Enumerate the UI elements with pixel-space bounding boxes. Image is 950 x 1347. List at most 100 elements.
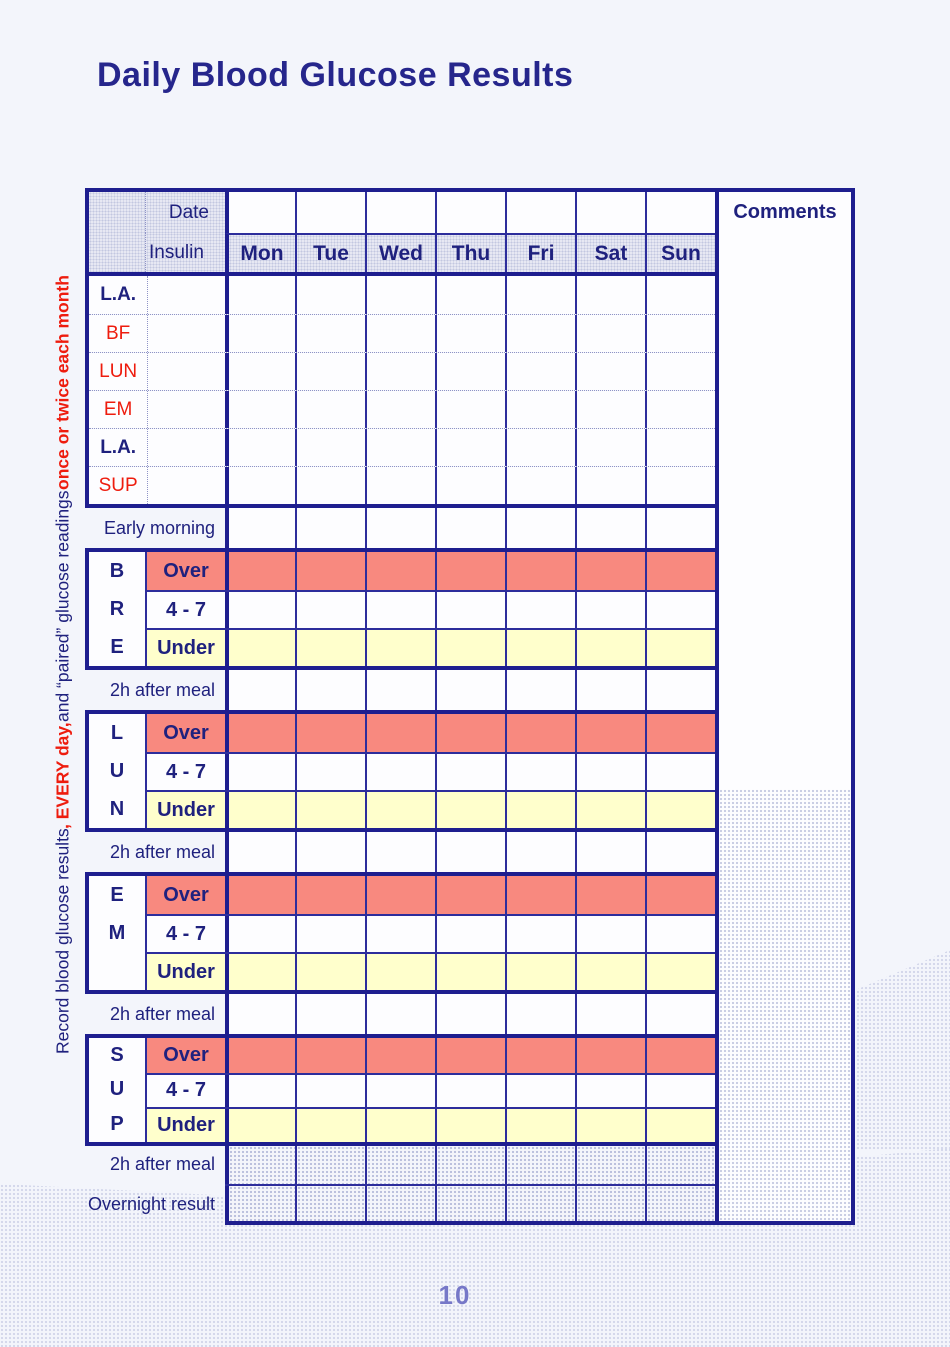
reading-cell xyxy=(435,1145,505,1184)
under-row: Under xyxy=(145,628,715,666)
reading-cell xyxy=(295,714,365,752)
section-letters-bre: B R E xyxy=(89,552,145,666)
header-corner-cell xyxy=(89,192,145,272)
range-label-target: 4 - 7 xyxy=(145,592,225,628)
reading-cell xyxy=(505,1185,575,1221)
day-header-tue: Tue xyxy=(295,233,365,272)
after-meal-row: 2h after meal xyxy=(85,832,715,872)
reading-cell xyxy=(435,1185,505,1221)
reading-cell xyxy=(225,954,295,990)
target-row: 4 - 7 xyxy=(145,590,715,628)
reading-cell xyxy=(435,592,505,628)
reading-cell xyxy=(645,994,715,1034)
table-header-block: Date Insulin Mon Tue Wed Thu Fri Sat Sun xyxy=(85,188,715,276)
reading-cell xyxy=(575,1074,645,1108)
reading-cell xyxy=(645,792,715,828)
comments-column: Comments xyxy=(715,188,855,1225)
date-cell xyxy=(645,192,715,233)
reading-cell xyxy=(575,592,645,628)
reading-cell xyxy=(295,792,365,828)
insulin-dose-cell xyxy=(147,467,225,504)
reading-cell xyxy=(645,1074,715,1108)
reading-cell xyxy=(365,994,435,1034)
insulin-row-label: L.A. xyxy=(89,429,148,466)
after-meal-row: 2h after meal xyxy=(85,670,715,710)
insulin-row: L.A. xyxy=(89,428,715,466)
reading-cell xyxy=(505,792,575,828)
insulin-day-cell xyxy=(295,391,365,428)
reading-cell xyxy=(435,754,505,790)
page-title: Daily Blood Glucose Results xyxy=(97,56,574,94)
reading-cell xyxy=(295,552,365,590)
reading-cell xyxy=(225,592,295,628)
reading-cell xyxy=(645,754,715,790)
reading-cell xyxy=(435,714,505,752)
insulin-day-cell xyxy=(505,276,575,314)
insulin-label: Insulin xyxy=(145,233,225,272)
insulin-day-cell xyxy=(505,429,575,466)
table-grid: Date Insulin Mon Tue Wed Thu Fri Sat Sun xyxy=(85,188,715,1225)
reading-cell xyxy=(365,552,435,590)
insulin-day-cell xyxy=(435,391,505,428)
insulin-day-cell xyxy=(505,391,575,428)
reading-cell xyxy=(505,552,575,590)
range-label-under: Under xyxy=(145,792,225,828)
insulin-day-cell xyxy=(645,353,715,390)
reading-cell xyxy=(575,1109,645,1142)
insulin-dose-cell xyxy=(147,391,225,428)
range-label-under: Under xyxy=(145,630,225,666)
reading-cell xyxy=(225,792,295,828)
reading-cell xyxy=(645,916,715,952)
reading-cell xyxy=(645,1145,715,1184)
reading-cell xyxy=(575,916,645,952)
reading-cell xyxy=(225,670,295,710)
reading-cell xyxy=(365,1185,435,1221)
after-meal-label: 2h after meal xyxy=(109,841,215,862)
target-row: 4 - 7 xyxy=(145,752,715,790)
insulin-dose-cell xyxy=(147,429,225,466)
target-row: 4 - 7 xyxy=(145,914,715,952)
date-cell xyxy=(575,192,645,233)
insulin-day-cell xyxy=(435,429,505,466)
insulin-day-cell xyxy=(365,429,435,466)
target-row: 4 - 7 xyxy=(145,1072,715,1108)
insulin-day-cell xyxy=(435,467,505,504)
insulin-row-label: SUP xyxy=(89,467,148,504)
insulin-day-cell xyxy=(225,391,295,428)
under-row: Under xyxy=(145,952,715,990)
range-label-over: Over xyxy=(145,1038,225,1073)
reading-cell xyxy=(225,754,295,790)
insulin-dose-cell xyxy=(147,353,225,390)
reading-cell xyxy=(295,508,365,548)
date-row: Date xyxy=(145,192,715,233)
reading-cell xyxy=(505,630,575,666)
over-row: Over xyxy=(145,1038,715,1073)
range-label-under: Under xyxy=(145,954,225,990)
reading-cell xyxy=(645,1038,715,1073)
reading-cell xyxy=(225,1074,295,1108)
insulin-day-cell xyxy=(225,467,295,504)
reading-cell xyxy=(295,1038,365,1073)
date-cell xyxy=(505,192,575,233)
reading-cell xyxy=(295,832,365,872)
reading-cell xyxy=(225,916,295,952)
insulin-day-cell xyxy=(575,276,645,314)
reading-cell xyxy=(645,832,715,872)
insulin-day-cell xyxy=(575,467,645,504)
range-label-target: 4 - 7 xyxy=(145,754,225,790)
reading-cell xyxy=(505,1074,575,1108)
insulin-dose-cell xyxy=(147,276,225,314)
reading-cell xyxy=(505,954,575,990)
reading-cell xyxy=(295,994,365,1034)
reading-cell xyxy=(365,832,435,872)
reading-cell xyxy=(225,1145,295,1184)
reading-cell xyxy=(505,1109,575,1142)
reading-cell xyxy=(295,754,365,790)
after-meal-label: 2h after meal xyxy=(109,679,215,700)
reading-cell xyxy=(225,994,295,1034)
date-label: Date xyxy=(145,192,225,233)
range-label-over: Over xyxy=(145,876,225,914)
reading-cell xyxy=(505,754,575,790)
reading-cell xyxy=(295,1185,365,1221)
reading-cell xyxy=(295,916,365,952)
